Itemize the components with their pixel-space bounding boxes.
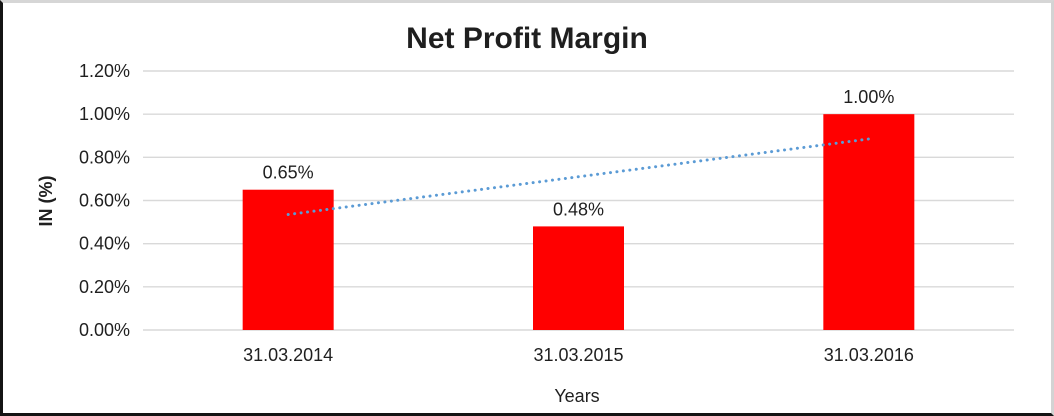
trendline — [286, 137, 871, 217]
plot-area: 0.00% 0.20% 0.40% 0.60% 0.80% 1.00% 1.20% 0.65%… — [79, 61, 1014, 365]
x-category-label: 31.03.2015 — [533, 345, 623, 365]
value-label: 0.65% — [263, 163, 314, 183]
x-axis-title: Years — [554, 386, 600, 406]
y-tick-label: 0.60% — [79, 191, 130, 211]
value-label: 1.00% — [843, 87, 894, 107]
x-category-label: 31.03.2016 — [824, 345, 914, 365]
y-tick-label: 1.20% — [79, 61, 130, 81]
x-category-label: 31.03.2014 — [243, 345, 333, 365]
bar — [533, 226, 624, 330]
y-tick-label: 0.00% — [79, 320, 130, 340]
y-tick-label: 0.20% — [79, 277, 130, 297]
y-tick-label: 0.40% — [79, 234, 130, 254]
value-label: 0.48% — [553, 199, 604, 219]
chart-title: Net Profit Margin — [406, 22, 648, 55]
bar — [823, 114, 915, 331]
y-tick-label: 1.00% — [79, 104, 130, 124]
y-tick-label: 0.80% — [79, 147, 130, 167]
